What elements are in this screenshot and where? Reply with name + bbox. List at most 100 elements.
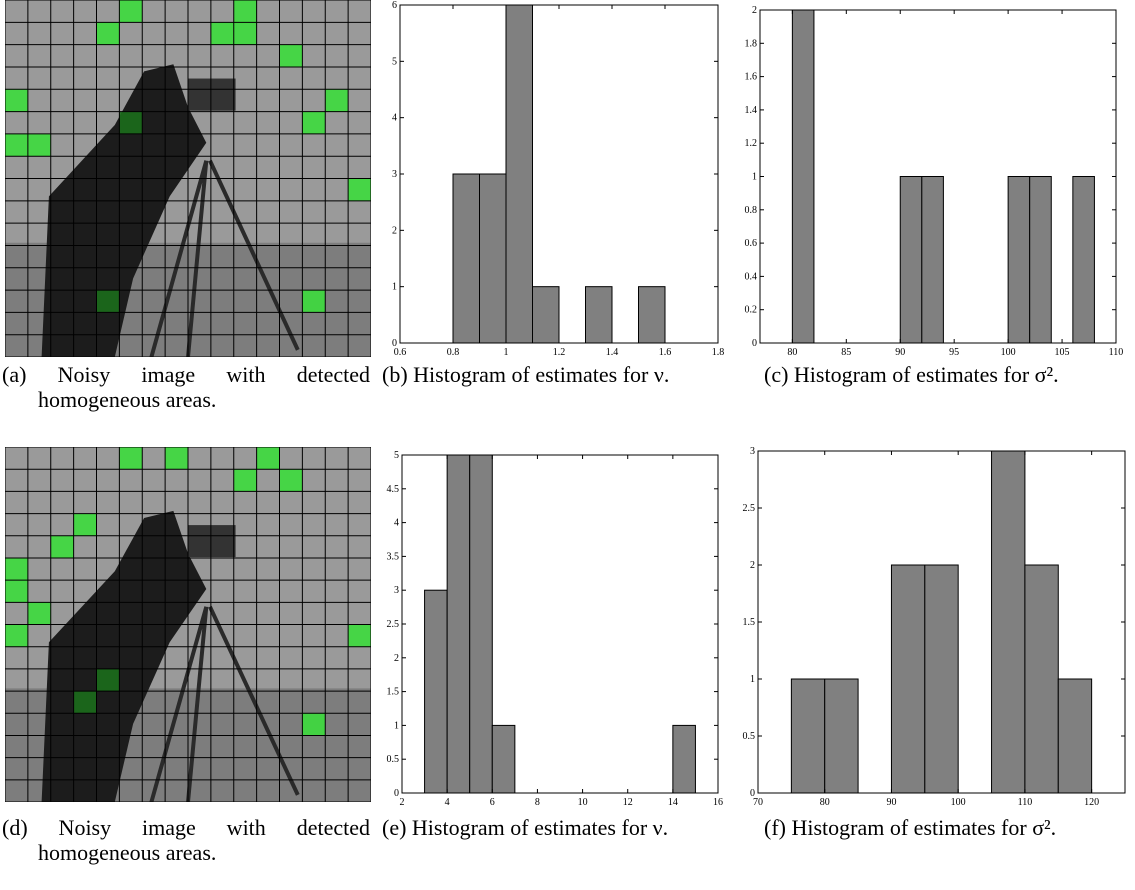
homogeneous-area <box>73 513 97 536</box>
y-tick-label: 2 <box>392 225 397 236</box>
x-tick-label: 110 <box>1018 797 1033 808</box>
homogeneous-area <box>256 447 280 470</box>
camera <box>188 78 236 111</box>
homogeneous-area <box>5 580 28 603</box>
y-tick-label: 6 <box>392 0 397 11</box>
bar <box>479 173 507 344</box>
y-tick-label: 1.5 <box>743 617 756 628</box>
homogeneous-area <box>5 89 28 112</box>
y-tick-label: 0 <box>392 338 397 349</box>
x-tick-label: 80 <box>820 797 830 808</box>
homogeneous-area <box>325 89 349 112</box>
homogeneous-area <box>96 668 120 692</box>
tripod <box>149 159 300 357</box>
noisy-image <box>5 447 371 802</box>
x-tick-label: 10 <box>578 797 588 808</box>
bar <box>1007 176 1031 344</box>
y-tick-label: 3 <box>392 169 397 180</box>
homogeneous-area <box>233 0 257 23</box>
bar <box>1029 176 1052 344</box>
y-tick-label: 2.5 <box>743 503 756 514</box>
y-tick-label: 1 <box>752 172 757 183</box>
homogeneous-area <box>233 469 257 492</box>
homogeneous-area <box>5 624 28 647</box>
y-tick-label: 0.2 <box>745 305 758 316</box>
y-tick-label: 0 <box>752 338 757 349</box>
x-tick-label: 4 <box>445 797 450 808</box>
y-tick-label: 1 <box>392 282 397 293</box>
y-tick-label: 4 <box>394 518 399 529</box>
bar <box>424 589 448 794</box>
homogeneous-area <box>302 713 326 736</box>
homogeneous-area <box>119 111 143 134</box>
bar <box>1057 678 1093 794</box>
bar <box>638 286 666 344</box>
x-tick-label: 1 <box>504 347 509 358</box>
homogeneous-area <box>96 22 120 45</box>
homogeneous-area <box>279 469 303 492</box>
x-tick-label: 80 <box>787 347 797 358</box>
x-tick-label: 70 <box>753 797 763 808</box>
x-tick-label: 1.8 <box>712 347 725 358</box>
bar <box>791 9 815 344</box>
bar <box>824 678 859 794</box>
x-tick-label: 0.6 <box>394 347 407 358</box>
homogeneous-area <box>5 557 28 581</box>
noisy-image <box>5 0 371 357</box>
bar <box>532 286 560 344</box>
bar <box>921 176 944 344</box>
caption: (b) Histogram of estimates for ν. <box>382 362 670 387</box>
homogeneous-area <box>27 602 51 625</box>
homogeneous-area <box>302 111 326 134</box>
homogeneous-area <box>279 44 303 67</box>
y-tick-label: 0.5 <box>743 731 756 742</box>
x-tick-label: 2 <box>400 797 405 808</box>
y-tick-label: 5 <box>392 56 397 67</box>
bar <box>672 724 696 794</box>
x-tick-label: 105 <box>1055 347 1070 358</box>
x-tick-label: 8 <box>535 797 540 808</box>
x-tick-label: 120 <box>1084 797 1099 808</box>
y-tick-label: 1 <box>394 720 399 731</box>
homogeneous-area <box>50 535 74 558</box>
y-tick-label: 0.5 <box>387 754 400 765</box>
x-tick-label: 95 <box>949 347 959 358</box>
homogeneous-area <box>5 133 28 157</box>
histogram: 0.6 0.8 1 1.2 1.4 1.6 1.8 0 1 2 3 4 5 6 <box>392 0 725 358</box>
bar <box>585 286 613 344</box>
homogeneous-area <box>165 447 188 470</box>
y-tick-label: 4.5 <box>387 484 400 495</box>
y-tick-label: 0 <box>394 788 399 799</box>
y-tick-label: 0.4 <box>745 271 758 282</box>
homogeneous-area <box>210 22 234 45</box>
bar <box>1072 176 1095 344</box>
y-tick-label: 0 <box>750 788 755 799</box>
caption: (e) Histogram of estimates for ν. <box>382 815 669 840</box>
caption: (f) Histogram of estimates for σ². <box>764 815 1057 840</box>
y-tick-label: 1.6 <box>745 72 758 83</box>
caption: (d) Noisy image with detected homogeneou… <box>2 815 370 865</box>
camera <box>188 525 236 558</box>
homogeneous-area <box>233 22 257 45</box>
y-tick-label: 4 <box>392 113 397 124</box>
bar <box>924 564 959 794</box>
y-tick-label: 5 <box>394 450 399 461</box>
histogram: 70 80 90 100 110 120 0 0.5 1 1.5 2 2.5 3 <box>743 447 1126 808</box>
bar <box>890 564 926 794</box>
y-tick-label: 1.4 <box>745 105 758 116</box>
y-tick-label: 1.8 <box>745 38 758 49</box>
homogeneous-area <box>348 624 371 647</box>
x-tick-label: 90 <box>886 797 896 808</box>
bar <box>790 678 826 794</box>
x-tick-label: 6 <box>490 797 495 808</box>
homogeneous-area <box>96 290 120 313</box>
y-tick-label: 2 <box>750 560 755 571</box>
x-tick-label: 1.4 <box>606 347 619 358</box>
histogram: 80 85 90 95 100 105 110 0 0.2 0.4 0.6 0.8 1 1.2 1.4 1.6… <box>745 5 1124 358</box>
x-tick-label: 85 <box>841 347 851 358</box>
y-tick-label: 3.5 <box>387 551 400 562</box>
bar <box>469 454 493 794</box>
x-tick-label: 12 <box>623 797 633 808</box>
y-tick-label: 1.5 <box>387 687 400 698</box>
